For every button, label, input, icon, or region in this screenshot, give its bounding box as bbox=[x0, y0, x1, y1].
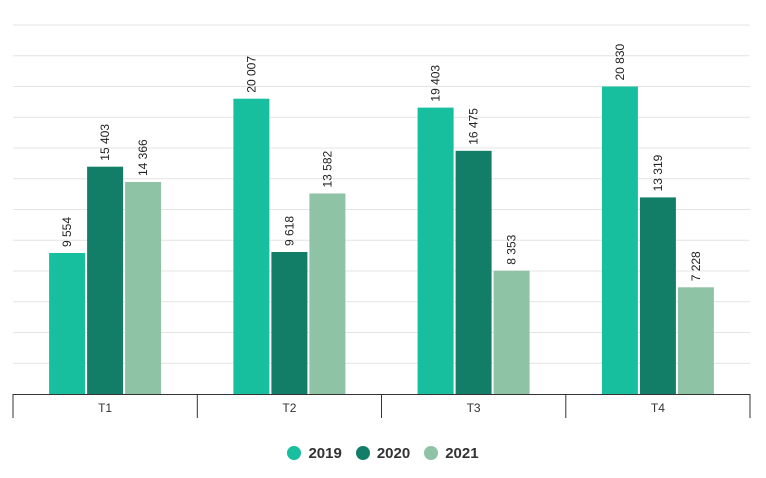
bars bbox=[49, 86, 714, 395]
legend-item-2020[interactable]: 2020 bbox=[355, 444, 411, 462]
legend: 2019 2020 2021 bbox=[0, 442, 766, 464]
x-tick-label: T2 bbox=[282, 401, 296, 415]
legend-label-2019: 2019 bbox=[308, 444, 342, 462]
bar-2021-T4[interactable] bbox=[677, 287, 714, 394]
x-tick-label: T3 bbox=[467, 401, 481, 415]
x-axis: T1 T2 T3 T4 bbox=[12, 394, 751, 418]
legend-swatch-2021 bbox=[424, 446, 439, 460]
bar-2019-T1[interactable] bbox=[49, 253, 86, 394]
bar-2020-T4[interactable] bbox=[639, 197, 676, 394]
data-label: 9 618 bbox=[282, 216, 296, 246]
data-label: 20 007 bbox=[244, 56, 258, 93]
bar-chart: 9 554 15 403 14 366 20 007 9 618 13 582 19 403… bbox=[12, 24, 751, 418]
legend-swatch-2019 bbox=[287, 446, 302, 460]
data-label: 20 830 bbox=[613, 43, 627, 80]
bar-2021-T2[interactable] bbox=[309, 193, 346, 395]
data-label: 19 403 bbox=[429, 65, 443, 102]
bar-2020-T2[interactable] bbox=[271, 252, 308, 394]
bar-2019-T4[interactable] bbox=[601, 86, 638, 395]
legend-item-2019[interactable]: 2019 bbox=[287, 444, 342, 462]
data-label: 13 319 bbox=[651, 154, 665, 191]
bar-2019-T2[interactable] bbox=[233, 98, 270, 394]
data-label: 8 353 bbox=[505, 234, 519, 264]
bar-2020-T1[interactable] bbox=[87, 166, 124, 394]
data-label: 13 582 bbox=[320, 150, 334, 187]
bar-2019-T3[interactable] bbox=[417, 107, 454, 394]
data-label: 9 554 bbox=[60, 217, 74, 247]
x-tick-label: T4 bbox=[651, 401, 665, 415]
legend-item-2021[interactable]: 2021 bbox=[424, 444, 479, 462]
data-label: 14 366 bbox=[136, 139, 150, 176]
legend-swatch-2020 bbox=[355, 446, 370, 460]
data-label: 16 475 bbox=[467, 108, 481, 145]
legend-label-2020: 2020 bbox=[376, 444, 411, 462]
bar-2021-T3[interactable] bbox=[493, 270, 530, 394]
gridlines bbox=[13, 24, 750, 364]
bar-2021-T1[interactable] bbox=[125, 182, 162, 394]
data-labels: 9 554 15 403 14 366 20 007 9 618 13 582 19 403… bbox=[60, 43, 703, 281]
data-label: 15 403 bbox=[98, 124, 112, 161]
bar-2020-T3[interactable] bbox=[455, 150, 492, 394]
legend-label-2021: 2021 bbox=[445, 444, 479, 462]
data-label: 7 228 bbox=[689, 251, 703, 281]
x-tick-label: T1 bbox=[98, 401, 112, 415]
